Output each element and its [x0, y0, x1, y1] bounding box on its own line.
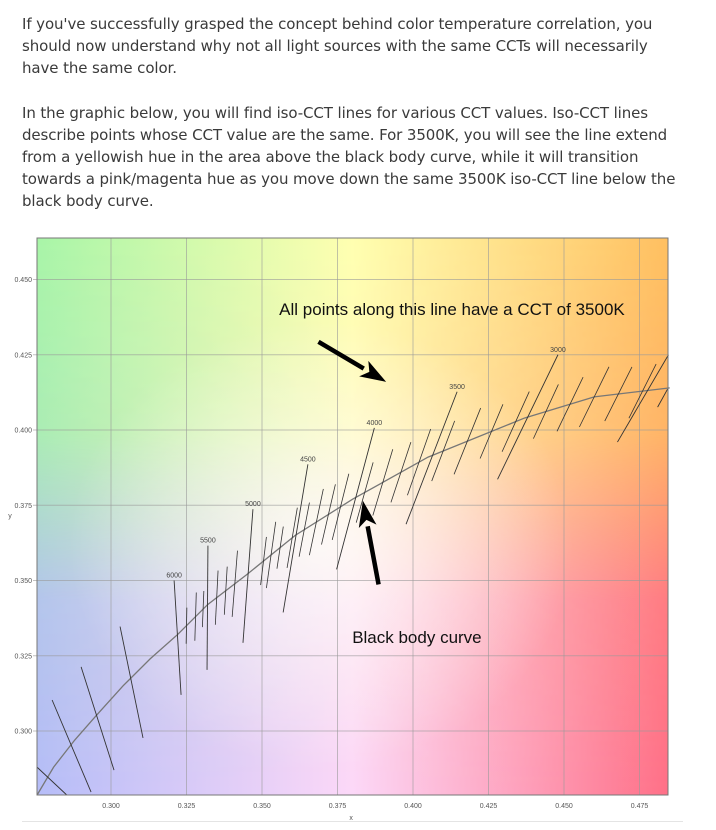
y-tick-label: 0.350: [14, 578, 32, 585]
y-tick-label: 0.400: [14, 428, 32, 435]
y-tick-label: 0.375: [14, 503, 32, 510]
iso-cct-line: [173, 580, 182, 695]
minor-iso-cct-line: [214, 570, 219, 625]
iso-cct-line: [80, 666, 115, 771]
grid-lines: [33, 238, 668, 795]
x-tick-label: 0.300: [102, 803, 120, 810]
iso-cct-label: 5000: [245, 501, 261, 508]
x-tick-label: 0.325: [178, 803, 196, 810]
minor-iso-cct-line: [372, 449, 394, 516]
x-tick-label: 0.450: [555, 803, 573, 810]
plot-frame: [36, 237, 669, 796]
annotation-arrow-head: [359, 360, 387, 382]
minor-iso-cct-line: [556, 376, 584, 432]
iso-cct-label: 4000: [367, 420, 383, 427]
chart-labels: 0.300 0.325 0.350 0.375 0.400 0.425 0.450 0.475…: [8, 277, 648, 822]
x-tick-label: 0.425: [480, 803, 498, 810]
annotation-arrow-shaft: [317, 339, 365, 371]
iso-cct-label: 3500: [449, 384, 465, 391]
iso-cct-label: 5500: [200, 538, 216, 545]
chart-background: [37, 238, 668, 795]
minor-iso-cct-line: [308, 488, 324, 556]
minor-iso-cct-line: [407, 428, 432, 496]
minor-iso-cct-line: [453, 407, 482, 475]
minor-iso-cct-line: [260, 536, 267, 586]
iso-cct-line: [119, 626, 144, 739]
intro-paragraph: If you've successfully grasped the conce…: [22, 15, 653, 77]
y-tick-label: 0.300: [14, 729, 32, 736]
iso-cct-label: 3000: [550, 347, 566, 354]
annotation-arrow-shaft: [365, 525, 381, 585]
iso-cct-line: [657, 388, 668, 408]
minor-iso-cct-line: [231, 550, 238, 617]
iso-cct-label: 4500: [300, 456, 316, 463]
minor-iso-cct-line: [321, 484, 336, 545]
iso-cct-line: [206, 545, 209, 670]
x-axis-label: x: [349, 815, 353, 822]
minor-iso-cct-line: [201, 591, 205, 628]
minor-iso-cct-line: [501, 391, 530, 452]
iso-cct-line: [282, 464, 309, 613]
annotation-text: All points along this line have a CCT of…: [279, 300, 625, 319]
divider: [22, 821, 683, 822]
iso-cct-line: [336, 427, 375, 570]
iso-cct-line: [405, 391, 458, 525]
minor-iso-cct-line: [355, 462, 374, 523]
y-tick-label: 0.325: [14, 653, 32, 660]
minor-iso-cct-line: [431, 420, 456, 482]
iso-cct-line: [51, 699, 92, 793]
y-tick-label: 0.425: [14, 352, 32, 359]
minor-iso-cct-line: [276, 526, 284, 569]
iso-cct-line: [242, 509, 254, 643]
minor-iso-cct-line: [298, 502, 310, 557]
minor-iso-cct-line: [390, 442, 412, 503]
minor-iso-cct-line: [194, 592, 197, 641]
annotation-text: Black body curve: [352, 628, 481, 647]
iso-cct-paragraph: In the graphic below, you will find iso-…: [22, 104, 676, 210]
minor-iso-cct-line: [286, 507, 298, 568]
minor-iso-cct-line: [223, 566, 228, 615]
minor-iso-cct-line: [266, 521, 277, 589]
minor-iso-cct-line: [579, 366, 610, 428]
minor-iso-cct-line: [533, 384, 559, 439]
iso-cct-line: [497, 354, 559, 480]
x-tick-label: 0.400: [404, 803, 422, 810]
y-tick-label: 0.450: [14, 277, 32, 284]
iso-cct-label: 6000: [166, 573, 182, 580]
iso-cct-chart: 0.300 0.325 0.350 0.375 0.400 0.425 0.450 0.475…: [8, 237, 670, 822]
minor-iso-cct-line: [628, 363, 657, 419]
minor-iso-cct-line: [479, 404, 504, 459]
annotation-arrow-head: [358, 500, 377, 528]
chart-marks: [36, 354, 670, 796]
minor-iso-cct-line: [185, 607, 188, 644]
y-axis-label: y: [8, 513, 12, 520]
minor-iso-cct-line: [331, 473, 350, 541]
x-tick-label: 0.350: [253, 803, 271, 810]
iso-cct-line: [36, 766, 68, 796]
x-tick-label: 0.475: [631, 803, 649, 810]
iso-cct-line: [617, 354, 669, 443]
minor-iso-cct-line: [604, 366, 633, 422]
x-tick-label: 0.375: [329, 803, 347, 810]
